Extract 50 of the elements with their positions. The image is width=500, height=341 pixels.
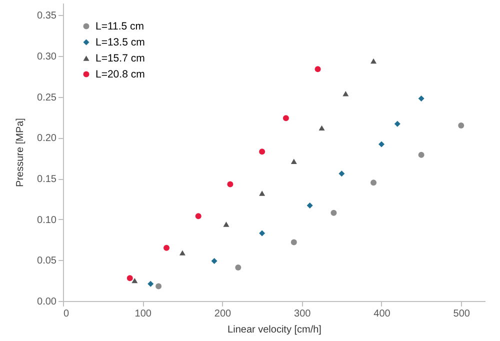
- point: [318, 125, 325, 131]
- legend-label: L=11.5 cm: [96, 20, 144, 32]
- point: [338, 170, 345, 177]
- x-tick-label: 300: [294, 308, 312, 320]
- point: [179, 250, 186, 256]
- point: [195, 213, 202, 220]
- x-tick-label: 0: [64, 308, 70, 320]
- point: [370, 58, 377, 64]
- point: [259, 230, 266, 236]
- point: [378, 141, 384, 148]
- point: [282, 115, 289, 122]
- legend-label: L=20.8 cm: [96, 68, 146, 80]
- point: [342, 91, 349, 96]
- x-tick-label: 100: [134, 308, 152, 320]
- point: [290, 239, 297, 246]
- y-tick-label: 0.25: [37, 92, 57, 104]
- point: [259, 190, 266, 196]
- x-tick-label: 500: [453, 308, 470, 320]
- point: [306, 202, 313, 208]
- point: [330, 210, 337, 216]
- x-tick-label: 200: [214, 308, 232, 320]
- point: [458, 122, 464, 128]
- x-axis-title: Linear velocity [cm/h]: [228, 324, 322, 336]
- point: [394, 120, 400, 127]
- y-tick-label: 0.10: [37, 214, 57, 226]
- point: [259, 148, 266, 155]
- legend-label: L=13.5 cm: [96, 36, 146, 48]
- point: [418, 152, 424, 158]
- point: [223, 222, 230, 227]
- y-tick-label: 0.15: [37, 174, 57, 186]
- y-tick-label: 0.05: [37, 256, 57, 267]
- point: [227, 181, 234, 188]
- point: [290, 158, 297, 164]
- point: [370, 180, 377, 186]
- point: [235, 264, 242, 271]
- point: [156, 283, 162, 290]
- y-tick-label: 0.35: [37, 10, 57, 22]
- y-tick-label: 0.20: [37, 133, 57, 144]
- x-tick-label: 400: [374, 308, 391, 320]
- point: [132, 278, 138, 284]
- y-tick-label: 0.00: [37, 296, 57, 308]
- y-axis-title: Pressure [MPa]: [15, 118, 26, 187]
- point: [164, 244, 170, 251]
- y-tick-label: 0.30: [37, 52, 57, 63]
- point: [314, 66, 321, 72]
- point: [126, 275, 133, 282]
- point: [418, 96, 424, 102]
- point: [211, 258, 218, 264]
- point: [148, 280, 154, 287]
- legend-label: L=15.7 cm: [96, 52, 146, 64]
